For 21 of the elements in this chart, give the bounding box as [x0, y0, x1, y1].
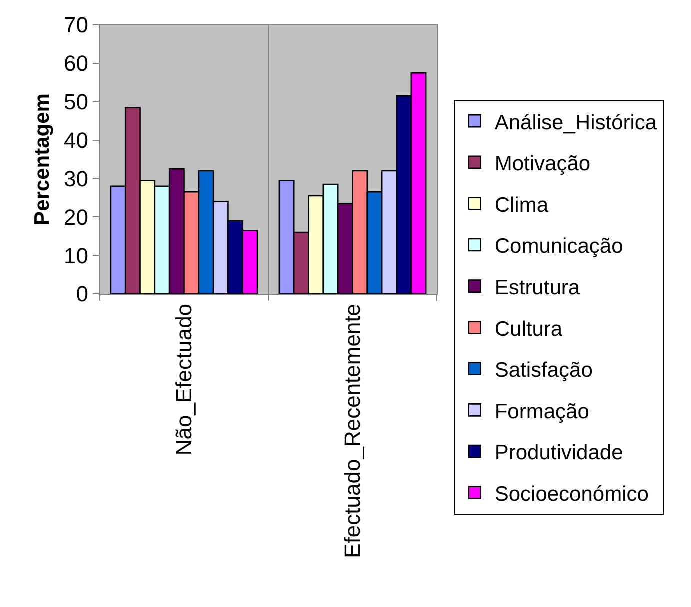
y-tick-label: 30	[64, 166, 88, 192]
y-axis-title: Percentagem	[31, 94, 54, 226]
x-tick-label: Efectuado_Recentemente	[340, 304, 365, 558]
legend-label: Clima	[494, 194, 549, 217]
legend-label: Estrutura	[494, 276, 580, 300]
legend-label: Comunicação	[494, 235, 624, 258]
legend-label: Formação	[494, 400, 590, 424]
y-tick-label: 60	[64, 51, 88, 76]
legend-label: Cultura	[494, 318, 563, 341]
legend-label: Socioeconómico	[494, 482, 649, 506]
y-tick-label: 70	[64, 12, 88, 38]
x-tick-label: Não_Efectuado	[171, 304, 196, 456]
y-tick-label: 50	[64, 90, 88, 115]
y-tick-label: 20	[64, 204, 88, 230]
legend-label: Motivação	[494, 152, 591, 176]
y-tick-label: 10	[64, 243, 88, 268]
legend-label: Satisfação	[494, 359, 593, 382]
y-tick-label: 40	[64, 128, 88, 153]
legend-label: Produtividade	[494, 442, 624, 465]
legend-label: Análise_Histórica	[494, 111, 658, 134]
y-tick-label: 0	[76, 282, 88, 307]
